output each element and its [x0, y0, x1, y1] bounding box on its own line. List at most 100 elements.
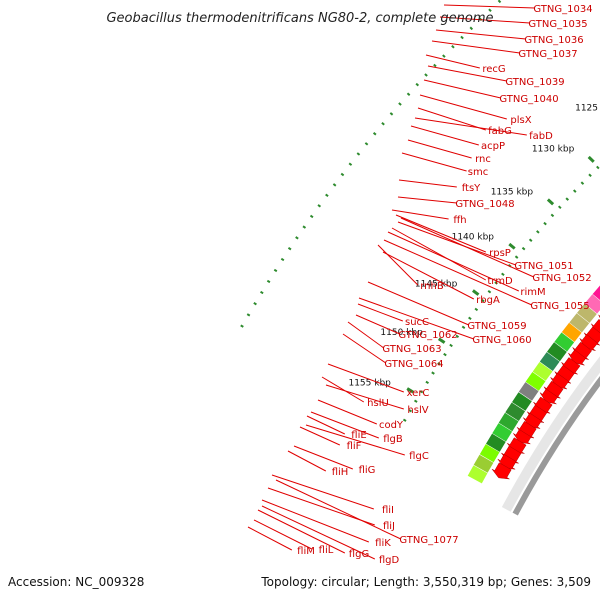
label-leader — [257, 509, 346, 554]
gene-label: fliI — [382, 505, 394, 516]
label-leader — [247, 526, 293, 551]
gene-label: acpP — [481, 141, 505, 152]
label-leader — [253, 519, 313, 550]
gene-label: GTNG_1037 — [518, 49, 577, 60]
label-leader — [261, 499, 369, 543]
gene-label: flgB — [383, 434, 403, 445]
label-leader — [417, 107, 486, 131]
label-leader — [327, 363, 404, 393]
label-leader — [367, 281, 469, 326]
label-leader — [400, 217, 535, 278]
backbone-inner — [501, 356, 600, 512]
gene-label: GTNG_1060 — [472, 335, 531, 346]
label-leader — [431, 40, 520, 54]
scale-tick — [437, 337, 446, 344]
backbone-ring — [501, 356, 600, 516]
label-leader — [439, 16, 530, 24]
gene-label: GTNG_1048 — [455, 199, 514, 210]
cog-segment — [479, 444, 500, 463]
label-leader — [287, 450, 327, 472]
label-leader — [397, 196, 457, 204]
cog-segment — [554, 332, 575, 352]
label-leader — [427, 65, 507, 82]
label-leader — [321, 376, 365, 403]
gene-label: fliL — [319, 545, 334, 556]
gene-label: sucC — [405, 317, 429, 328]
genome-summary-text: Topology: circular; Length: 3,550,319 bp… — [261, 575, 591, 589]
gene-label: fliH — [332, 467, 349, 478]
label-leader — [317, 399, 377, 425]
label-leader — [347, 321, 385, 349]
gene-label: fliF — [347, 441, 362, 452]
label-leader — [355, 314, 400, 335]
gene-label: GTNG_1077 — [399, 535, 458, 546]
label-leader — [383, 239, 533, 306]
cog-segment — [539, 352, 560, 371]
label-leader — [293, 445, 353, 470]
forward-strand-genes — [491, 314, 600, 480]
label-leader — [410, 125, 479, 146]
label-leader — [299, 426, 341, 446]
label-leader — [271, 474, 374, 510]
gene-label: GTNG_1040 — [499, 94, 558, 105]
gene-arrow — [568, 349, 587, 366]
scale-ticks: 1110 kbp1115 kbp1120 kbp1125 kbp1130 kbp… — [236, 0, 600, 428]
label-leader — [358, 297, 474, 340]
cog-segment — [518, 382, 539, 401]
cog-segment — [561, 322, 582, 342]
label-leader — [398, 179, 457, 188]
gene-label: flgD — [379, 555, 400, 566]
scale-tick-label: 1155 kbp — [348, 378, 391, 388]
gene-arrow — [513, 429, 532, 445]
gene-label: rimM — [520, 287, 545, 298]
label-leader — [423, 79, 501, 99]
label-leader — [407, 139, 472, 159]
cog-segment — [584, 294, 600, 314]
gene-label: fliK — [375, 538, 391, 549]
gene-label: fliM — [297, 546, 315, 557]
gene-labels: GTNG_1034 GTNG_1035 GTNG_1036 GTNG_1037 recG… — [297, 4, 592, 566]
scale-tick-label: 1130 kbp — [532, 144, 575, 154]
gene-label: fabD — [529, 131, 553, 142]
cog-segment — [473, 454, 494, 473]
label-leader — [382, 251, 475, 300]
gene-label: GTNG_1036 — [524, 35, 583, 46]
gene-label: GTNG_1052 — [532, 273, 591, 284]
gene-label: flgC — [409, 451, 429, 462]
gene-label: GTNG_1062 — [398, 330, 457, 341]
cog-segment — [512, 392, 532, 411]
label-leader — [357, 303, 403, 322]
gene-label: trmD — [487, 276, 513, 287]
gene-label: GTNG_1064 — [384, 359, 443, 370]
label-leader — [325, 384, 404, 410]
label-leader — [419, 94, 507, 120]
gene-label: GTNG_1059 — [467, 321, 526, 332]
gene-label: flgG — [349, 549, 369, 560]
scale-tick-label: 1125 kbp — [575, 103, 600, 113]
scale-tick — [471, 289, 480, 296]
scale-tick-label: 1140 kbp — [452, 232, 495, 242]
label-leader — [387, 231, 520, 292]
gene-label: xerC — [407, 388, 430, 399]
label-leader — [397, 221, 516, 266]
label-leaders — [247, 4, 535, 560]
gene-label: fliG — [359, 465, 376, 476]
cog-segment — [547, 342, 567, 362]
gene-label: rbgA — [476, 295, 500, 306]
gene-label: GTNG_1051 — [514, 261, 573, 272]
gene-label: hslV — [407, 405, 428, 416]
gene-label: fliJ — [383, 521, 395, 532]
scale-tick-label: 1135 kbp — [491, 187, 534, 197]
label-leader — [395, 214, 486, 253]
scale-tick — [406, 387, 414, 394]
scale-tick-label: 1150 kbp — [380, 328, 423, 338]
gene-label: fliE — [351, 430, 366, 441]
cog-segment — [492, 423, 513, 442]
cog-segment — [569, 313, 590, 333]
gene-label: codY — [379, 420, 404, 431]
gene-label: smc — [468, 167, 488, 178]
gene-arrow — [539, 388, 558, 405]
gene-label: GTNG_1063 — [382, 344, 441, 355]
cog-segment — [525, 372, 546, 391]
